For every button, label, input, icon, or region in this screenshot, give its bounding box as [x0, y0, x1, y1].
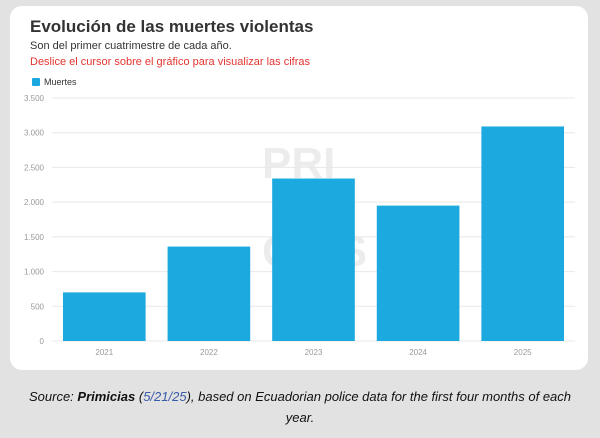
caption-rest-line2: year. [285, 410, 315, 425]
chart-title: Evolución de las muertes violentas [30, 17, 314, 36]
caption-prefix: Source: [28, 389, 78, 404]
bar-2021[interactable] [62, 292, 146, 341]
bar-chart[interactable]: PRI MI CIAS 05001.0001.5002.0002.5003.00… [0, 0, 600, 370]
caption-rest-line1: ), based on Ecuadorian police data for t… [186, 389, 572, 404]
bar-2025[interactable] [481, 126, 565, 341]
x-tick-label: 2025 [514, 348, 532, 357]
x-tick-label: 2023 [305, 348, 323, 357]
hover-instruction: Deslice el cursor sobre el gráfico para … [30, 56, 310, 68]
y-tick-label: 3.000 [24, 129, 45, 138]
y-tick-label: 1.500 [24, 233, 45, 242]
y-tick-label: 2.500 [24, 163, 45, 172]
y-tick-label: 3.500 [24, 94, 45, 103]
bar-2022[interactable] [167, 246, 251, 341]
source-caption: Source: Primicias (5/21/25), based on Ec… [0, 386, 600, 428]
y-tick-label: 2.000 [24, 198, 45, 207]
caption-date-link[interactable]: 5/21/25 [143, 389, 187, 404]
y-tick-label: 1.000 [24, 268, 45, 277]
x-tick-label: 2022 [200, 348, 218, 357]
caption-open-paren: ( [135, 389, 144, 404]
y-tick-label: 0 [40, 337, 45, 346]
caption-source: Primicias [77, 389, 136, 404]
chart-subtitle: Son del primer cuatrimestre de cada año. [30, 40, 232, 52]
legend[interactable]: Muertes [32, 77, 77, 87]
bar-2023[interactable] [272, 178, 355, 341]
legend-label: Muertes [44, 77, 77, 87]
legend-swatch [32, 78, 40, 86]
x-tick-label: 2021 [95, 348, 113, 357]
y-tick-label: 500 [31, 302, 45, 311]
x-tick-label: 2024 [409, 348, 427, 357]
bar-2024[interactable] [376, 205, 460, 341]
